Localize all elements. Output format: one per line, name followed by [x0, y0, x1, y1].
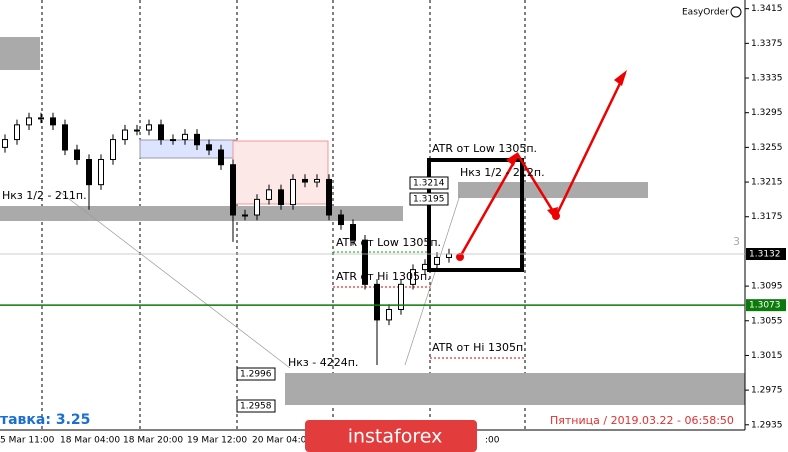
price-boxes: 1.3214 1.3195 1.2996 1.2958	[236, 176, 449, 413]
label: ATR от Low 1305п.	[336, 236, 441, 249]
y-tick-label: 1.2975	[751, 386, 783, 396]
y-tick-label: 1.3295	[751, 108, 783, 118]
price-box: 1.2958	[240, 402, 272, 412]
candle-body	[350, 224, 356, 241]
candle-body	[50, 117, 56, 126]
icon	[730, 6, 742, 18]
candle-body	[218, 149, 224, 166]
x-tick-label: 18 Mar 20:00	[123, 436, 183, 446]
arrow-head	[506, 152, 518, 166]
candle-body	[98, 159, 104, 186]
overlay: EasyOrder Нкз 1/2 - 211п. ATR от Low 130…	[0, 6, 742, 428]
label: Нкз - 4224п.	[288, 356, 358, 369]
candle-body	[74, 149, 80, 161]
candle-body	[254, 198, 260, 216]
candle-body	[182, 133, 188, 141]
candles	[2, 112, 452, 365]
candle-body	[302, 178, 308, 183]
y-tick-label: 1.3375	[751, 39, 783, 49]
candle-body	[398, 283, 404, 310]
candle-body	[314, 178, 320, 183]
forecast-point	[456, 253, 464, 261]
watermark-text: instaforex	[348, 426, 443, 448]
label: Пятница / 2019.03.22 - 06:58:50	[550, 414, 734, 427]
candle-body	[410, 269, 416, 285]
x-tick-label: 5 Mar 11:00	[0, 436, 55, 446]
candle-body	[26, 117, 32, 126]
candle-body	[338, 214, 344, 226]
candle-body	[110, 139, 116, 161]
y-tick-label: 1.3335	[751, 74, 783, 84]
candle-body	[242, 214, 248, 217]
x-tick-label: 20 Mar 04:00	[252, 436, 312, 446]
label: Нкз 1/2 - 212п.	[460, 166, 545, 179]
y-tick-label: 1.3415	[751, 4, 783, 14]
candle-body	[2, 139, 8, 148]
label: ATR от Hi 1305п.	[336, 270, 431, 283]
price-box: 1.2996	[240, 370, 272, 380]
y-tick-label: 1.3015	[751, 351, 783, 361]
y-ticks: 1.2935 1.2975 1.3015 1.3055 1.3095 1.3175 1.32…	[745, 4, 783, 430]
candle-body	[434, 256, 440, 265]
price-tag	[746, 299, 786, 312]
forecast-path	[458, 72, 627, 258]
candle-body	[158, 124, 164, 141]
candle-body	[422, 263, 428, 271]
x-tick-label: 18 Mar 04:00	[60, 436, 120, 446]
candle-body	[446, 253, 452, 258]
candle-body	[230, 164, 236, 216]
candle-body	[278, 189, 284, 206]
layout	[0, 0, 745, 430]
zone	[0, 37, 40, 70]
x-labels: 5 Mar 11:00 18 Mar 04:00 18 Mar 20:00 19…	[0, 436, 500, 446]
y-tick-label: 1.2935	[751, 420, 783, 430]
candle-body	[38, 117, 44, 120]
candle-body	[170, 139, 176, 142]
candle-body	[362, 239, 368, 285]
price-tag-label: 1.3073	[749, 301, 781, 311]
label: ATR от Low 1305п.	[432, 142, 537, 155]
candle-body	[386, 308, 392, 321]
price-box: 1.3195	[413, 195, 445, 205]
candle-body	[134, 129, 140, 132]
label: 3	[733, 235, 740, 248]
y-tick-label: 1.3175	[751, 212, 783, 222]
y-tick-label: 1.3255	[751, 143, 783, 153]
label: EasyOrder	[682, 8, 729, 18]
candle-body	[86, 159, 92, 186]
x-tick-label: 19 Mar 12:00	[187, 436, 247, 446]
candle-body	[14, 124, 20, 141]
y-tick-label: 1.3215	[751, 178, 783, 188]
watermark	[305, 420, 477, 452]
candle-body	[62, 124, 68, 151]
candle-body	[122, 129, 128, 141]
trend-line	[59, 191, 291, 369]
label: тавка: 3.25	[0, 412, 90, 428]
y-tick-label: 1.3055	[751, 316, 783, 326]
candle-body	[326, 178, 332, 216]
label: Нкз 1/2 - 211п.	[2, 189, 87, 202]
candle-body	[374, 283, 380, 321]
price-tag-label: 1.3132	[749, 250, 781, 260]
target-box	[427, 158, 524, 272]
candle-body	[290, 178, 296, 206]
zone	[0, 206, 403, 221]
y-tick-label: 1.3095	[751, 282, 783, 292]
trend-line	[404, 194, 461, 366]
arrow-head	[614, 70, 627, 86]
candle-body	[194, 133, 200, 146]
candle-body	[266, 189, 272, 200]
x-tick-label: :00	[485, 436, 500, 446]
zone	[285, 373, 745, 405]
zone	[458, 182, 648, 198]
label: ATR от Hi 1305п.	[432, 341, 527, 354]
candle-body	[206, 144, 212, 151]
price-tag	[746, 248, 786, 261]
candle-body	[146, 124, 152, 131]
price-box: 1.3214	[413, 179, 445, 189]
forecast-point	[552, 212, 560, 220]
